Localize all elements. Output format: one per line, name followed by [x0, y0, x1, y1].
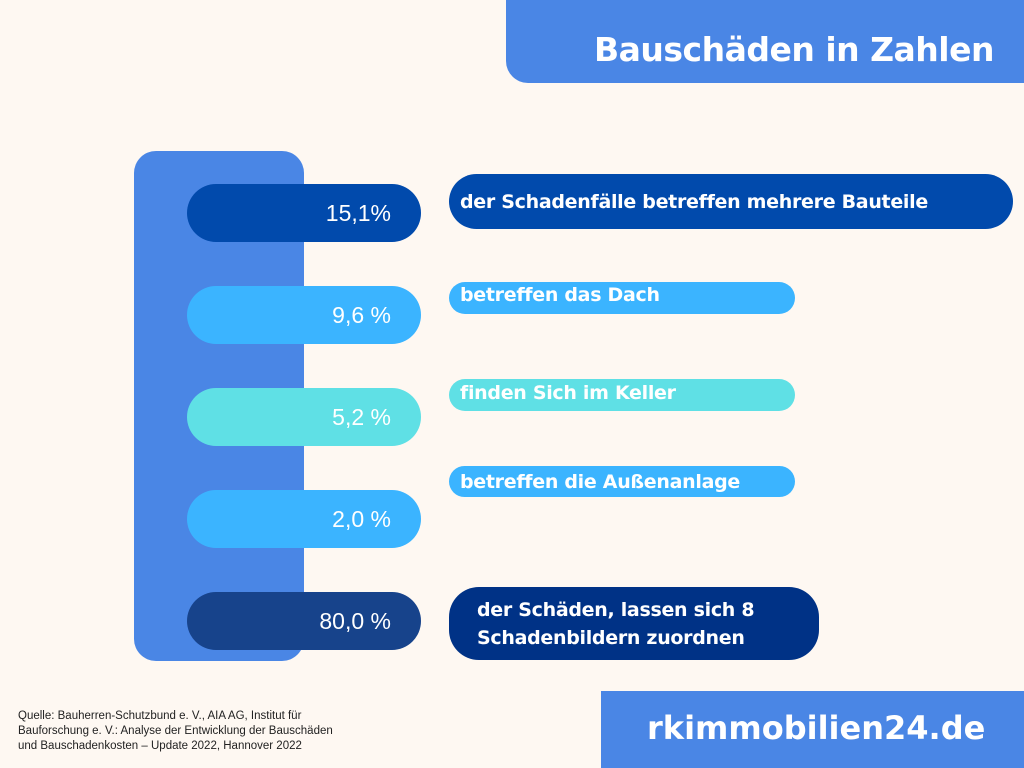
stat-label-line: der Schäden, lassen sich 8 [477, 598, 755, 621]
title-banner: Bauschäden in Zahlen [506, 0, 1024, 83]
source-line: Bauforschung e. V.: Analyse der Entwickl… [18, 725, 333, 737]
stat-label-line: Schadenbildern zuordnen [477, 626, 745, 649]
stat-label-damage-patterns: der Schäden, lassen sich 8 Schadenbilder… [449, 587, 819, 660]
source-citation: Quelle: Bauherren-Schutzbund e. V., AIA … [18, 709, 333, 754]
stat-label-roof: betreffen das Dach [449, 282, 795, 314]
stat-value-basement: 5,2 % [187, 388, 421, 446]
stat-value-roof: 9,6 % [187, 286, 421, 344]
stat-value-exterior: 2,0 % [187, 490, 421, 548]
stat-value-multiple-parts: 15,1% [187, 184, 421, 242]
stat-label-exterior: betreffen die Außenanlage [449, 466, 795, 497]
stat-label-multiple-parts: der Schadenfälle betreffen mehrere Baute… [449, 174, 1013, 229]
page-title: Bauschäden in Zahlen [593, 30, 995, 69]
source-line: und Bauschadenkosten – Update 2022, Hann… [18, 740, 302, 752]
source-line: Quelle: Bauherren-Schutzbund e. V., AIA … [18, 710, 302, 722]
brand-banner: rkimmobilien24.de [601, 691, 1024, 768]
stat-value-damage-patterns: 80,0 % [187, 592, 421, 650]
stat-label-basement: finden Sich im Keller [449, 379, 795, 411]
brand-website-link[interactable]: rkimmobilien24.de [647, 709, 986, 747]
